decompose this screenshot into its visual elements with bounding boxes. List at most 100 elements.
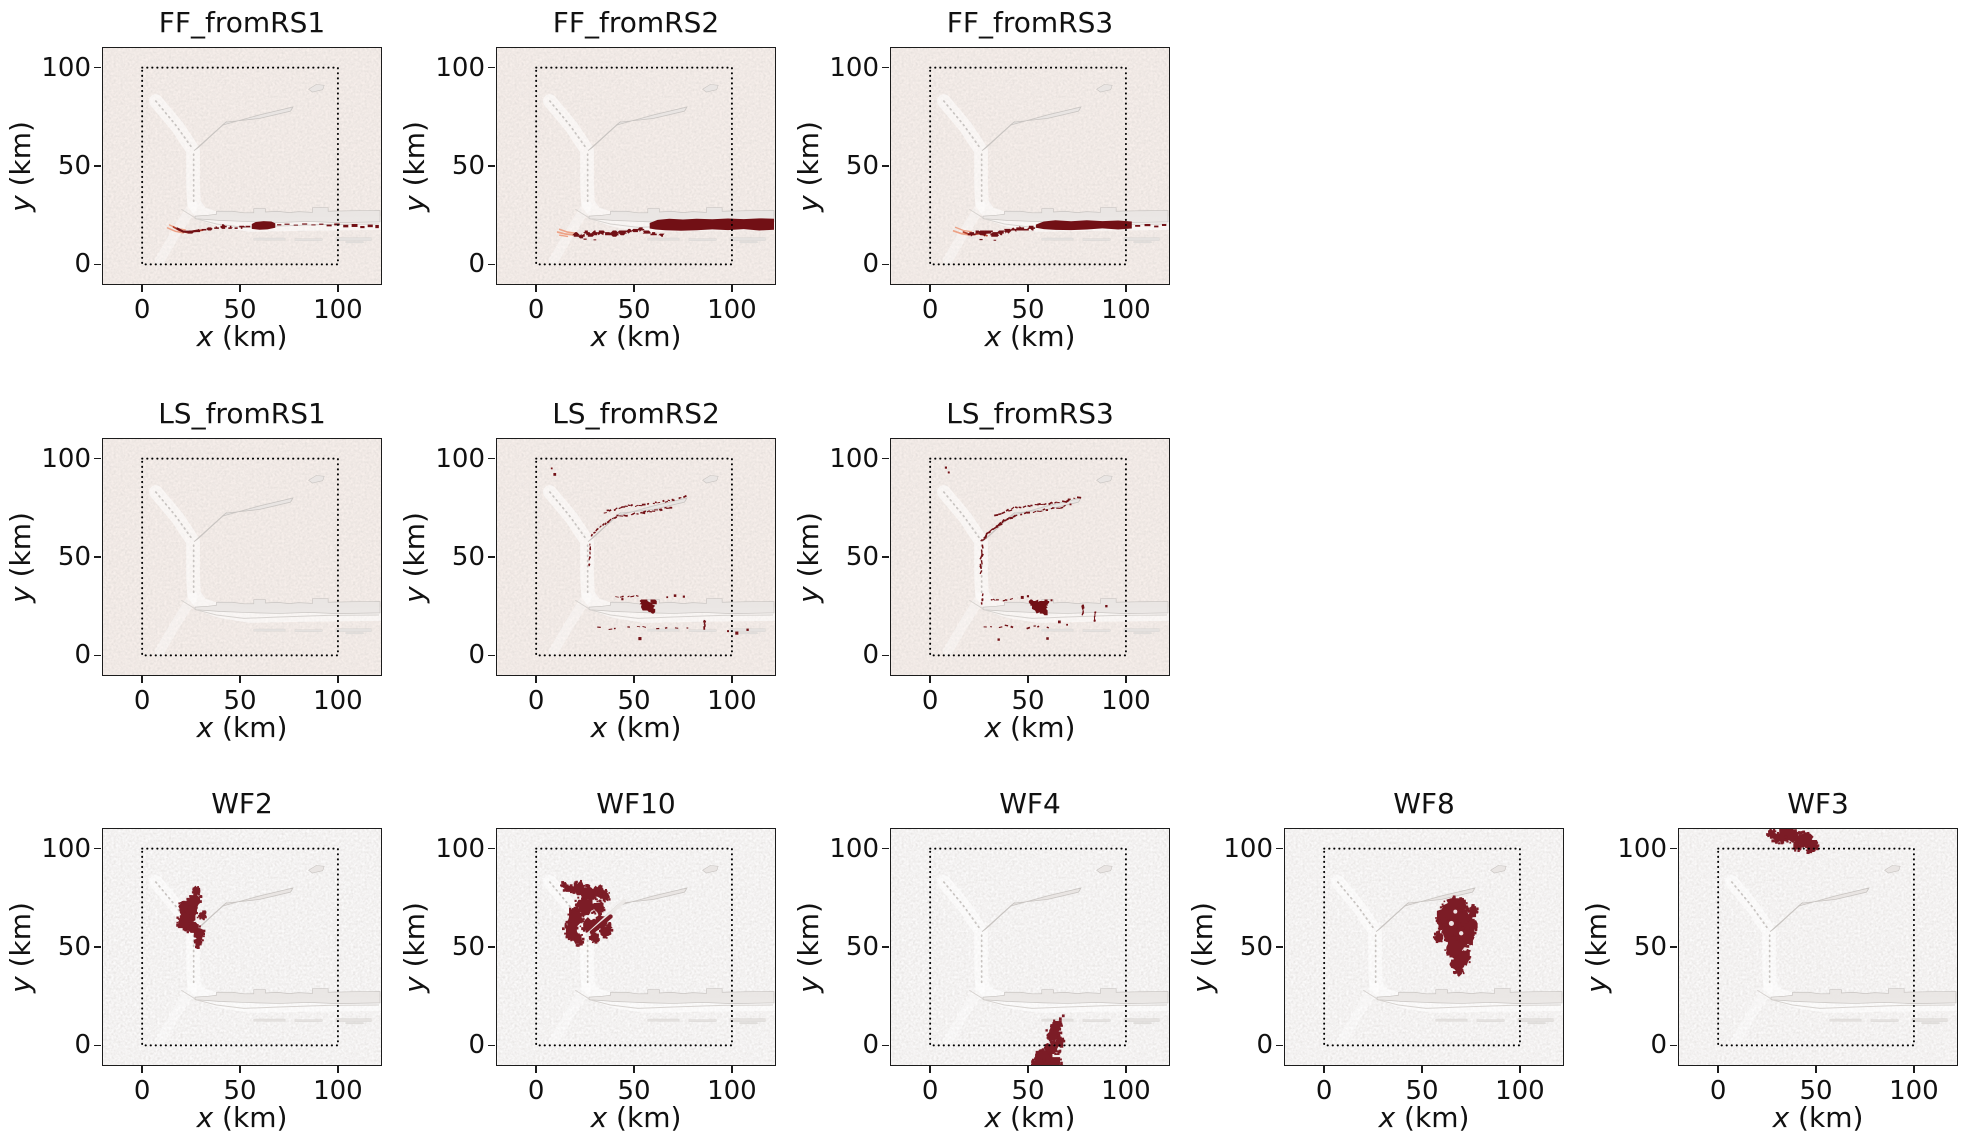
y-tick-label: 100 <box>41 443 91 474</box>
y-tick-mark <box>488 66 495 69</box>
subplot-title: FF_fromRS3 <box>946 6 1114 39</box>
x-tick-label: 0 <box>133 1076 151 1106</box>
y-tick-label: 0 <box>468 640 485 671</box>
x-tick-label: 100 <box>313 686 363 716</box>
x-tick-label: 50 <box>1011 686 1045 716</box>
y-tick-mark <box>1670 946 1677 948</box>
x-tick-mark <box>1027 676 1029 683</box>
x-axis-label: x (km) <box>984 320 1076 353</box>
y-tick-label: 0 <box>74 640 91 671</box>
y-tick-label: 50 <box>1239 932 1273 962</box>
x-tick-mark <box>1125 676 1127 683</box>
subplot-ff-fromrs1: FF_fromRS1 y (km) x (km) 0 50 100 0 50 100 <box>4 6 382 353</box>
map-plot-area <box>891 439 1169 675</box>
y-tick-mark <box>94 946 101 948</box>
x-tick-label: 100 <box>707 686 757 716</box>
x-tick-label: 50 <box>617 1076 651 1106</box>
x-axis-label: x (km) <box>590 1101 682 1134</box>
x-axis-label: x (km) <box>590 711 682 744</box>
subplot-title: FF_fromRS1 <box>158 6 326 39</box>
x-tick-label: 100 <box>1101 295 1151 325</box>
y-tick-mark <box>94 165 101 167</box>
y-tick-mark <box>94 847 101 850</box>
y-tick-label: 100 <box>435 52 485 83</box>
x-tick-label: 50 <box>1405 1076 1439 1106</box>
x-tick-mark <box>929 676 931 683</box>
subplot-title: FF_fromRS2 <box>552 6 720 39</box>
y-tick-label: 0 <box>1256 1030 1273 1061</box>
x-axis-label: x (km) <box>196 1101 288 1134</box>
x-tick-mark <box>141 1066 143 1073</box>
map-plot-area <box>1679 829 1957 1065</box>
y-tick-label: 100 <box>435 443 485 474</box>
y-tick-mark <box>882 66 889 69</box>
y-tick-label: 50 <box>1633 932 1667 962</box>
x-tick-label: 100 <box>707 1076 757 1106</box>
y-tick-label: 100 <box>829 52 879 83</box>
x-tick-label: 0 <box>1315 1076 1333 1106</box>
x-tick-mark <box>535 676 537 683</box>
x-tick-mark <box>141 676 143 683</box>
subplot-ls-fromrs3: LS_fromRS3 y (km) x (km) 0 50 100 0 50 100 <box>792 397 1170 744</box>
x-tick-mark <box>1421 1066 1423 1073</box>
y-tick-label: 50 <box>57 151 91 181</box>
y-tick-label: 0 <box>862 1030 879 1061</box>
map-plot-area <box>103 439 381 675</box>
x-tick-mark <box>1125 1066 1127 1073</box>
map-plot-area <box>1285 829 1563 1065</box>
y-tick-label: 50 <box>451 932 485 962</box>
y-tick-mark <box>488 946 495 948</box>
y-tick-mark <box>488 1044 495 1047</box>
y-tick-label: 0 <box>74 1030 91 1061</box>
x-tick-mark <box>929 285 931 292</box>
x-axis-label: x (km) <box>590 320 682 353</box>
x-tick-mark <box>337 676 339 683</box>
y-tick-mark <box>882 263 889 266</box>
subplot-wf3: WF3 y (km) x (km) 0 50 100 0 50 100 <box>1580 787 1958 1134</box>
y-tick-mark <box>882 847 889 850</box>
y-tick-label: 100 <box>41 833 91 864</box>
subplot-wf8: WF8 y (km) x (km) 0 50 100 0 50 100 <box>1186 787 1564 1134</box>
y-tick-mark <box>94 263 101 266</box>
y-tick-label: 100 <box>1223 833 1273 864</box>
subplot-ls-fromrs1: LS_fromRS1 y (km) x (km) 0 50 100 0 50 100 <box>4 397 382 744</box>
y-tick-label: 50 <box>845 932 879 962</box>
y-tick-label: 50 <box>451 542 485 572</box>
subplot-title: WF2 <box>211 787 273 820</box>
y-tick-mark <box>488 263 495 266</box>
x-tick-mark <box>141 285 143 292</box>
x-tick-label: 50 <box>1011 1076 1045 1106</box>
y-tick-label: 100 <box>41 52 91 83</box>
y-tick-label: 50 <box>845 151 879 181</box>
y-tick-mark <box>94 457 101 460</box>
y-tick-label: 0 <box>74 249 91 280</box>
x-tick-label: 0 <box>921 686 939 716</box>
x-tick-label: 100 <box>1101 1076 1151 1106</box>
x-tick-mark <box>731 1066 733 1073</box>
y-tick-mark <box>94 654 101 657</box>
x-tick-mark <box>633 285 635 292</box>
x-tick-label: 100 <box>707 295 757 325</box>
subplot-title: LS_fromRS2 <box>552 397 720 430</box>
x-tick-label: 50 <box>617 295 651 325</box>
x-axis-label: x (km) <box>984 1101 1076 1134</box>
y-tick-mark <box>488 654 495 657</box>
y-tick-mark <box>1276 847 1283 850</box>
x-tick-label: 0 <box>133 295 151 325</box>
map-plot-area <box>891 48 1169 284</box>
y-tick-mark <box>882 165 889 167</box>
x-tick-label: 0 <box>1709 1076 1727 1106</box>
map-plot-area <box>891 829 1169 1065</box>
subplot-title: WF4 <box>999 787 1061 820</box>
y-tick-label: 50 <box>451 151 485 181</box>
x-axis-label: x (km) <box>1378 1101 1470 1134</box>
subplot-title: WF10 <box>596 787 676 820</box>
y-tick-mark <box>882 1044 889 1047</box>
map-plot-area <box>497 439 775 675</box>
y-tick-label: 0 <box>1650 1030 1667 1061</box>
x-tick-label: 100 <box>313 295 363 325</box>
x-tick-label: 0 <box>921 295 939 325</box>
x-tick-label: 50 <box>617 686 651 716</box>
y-tick-mark <box>94 1044 101 1047</box>
